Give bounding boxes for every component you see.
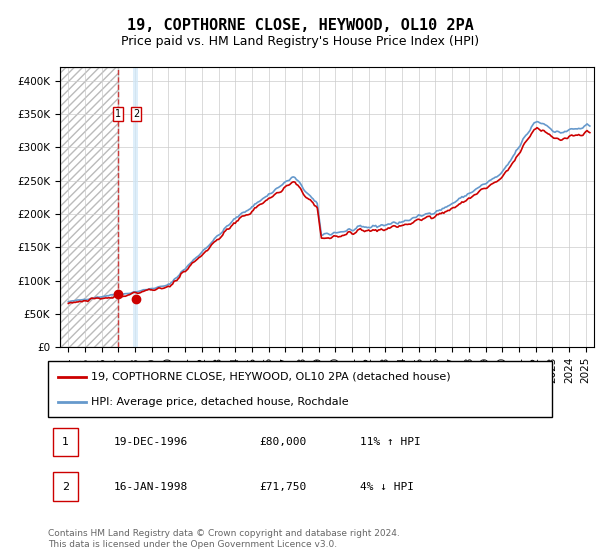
Bar [133,67,139,347]
FancyBboxPatch shape [53,472,78,501]
Text: £80,000: £80,000 [260,437,307,447]
FancyBboxPatch shape [48,361,552,417]
Text: 1: 1 [62,437,69,447]
Text: 11% ↑ HPI: 11% ↑ HPI [361,437,421,447]
Text: 19, COPTHORNE CLOSE, HEYWOOD, OL10 2PA: 19, COPTHORNE CLOSE, HEYWOOD, OL10 2PA [127,18,473,32]
Text: 19, COPTHORNE CLOSE, HEYWOOD, OL10 2PA (detached house): 19, COPTHORNE CLOSE, HEYWOOD, OL10 2PA (… [91,372,451,382]
Text: £71,750: £71,750 [260,482,307,492]
Text: 2: 2 [62,482,69,492]
Text: 1: 1 [115,109,121,119]
Text: 4% ↓ HPI: 4% ↓ HPI [361,482,415,492]
Text: HPI: Average price, detached house, Rochdale: HPI: Average price, detached house, Roch… [91,396,349,407]
Bar [60,67,118,347]
Text: Contains HM Land Registry data © Crown copyright and database right 2024.
This d: Contains HM Land Registry data © Crown c… [48,529,400,549]
FancyBboxPatch shape [53,428,78,456]
Text: 19-DEC-1996: 19-DEC-1996 [113,437,188,447]
Text: Price paid vs. HM Land Registry's House Price Index (HPI): Price paid vs. HM Land Registry's House … [121,35,479,49]
Text: 16-JAN-1998: 16-JAN-1998 [113,482,188,492]
Text: 2: 2 [133,109,139,119]
